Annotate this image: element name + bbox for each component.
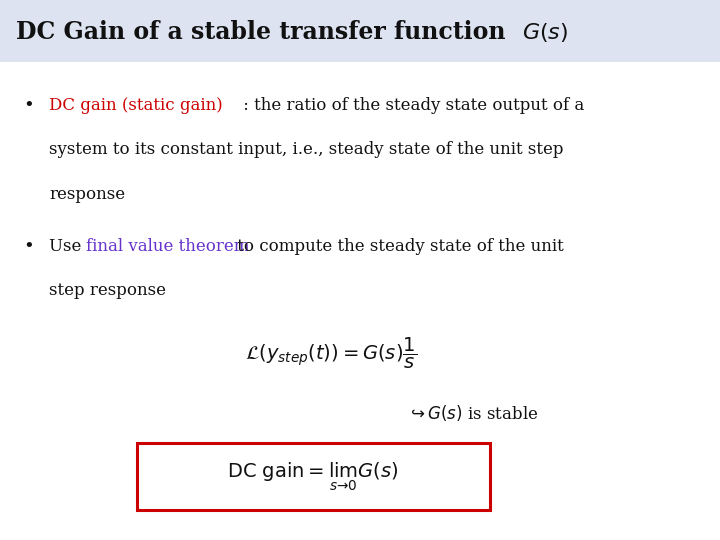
Text: $\mathcal{L}(y_{step}(t)) = G(s)\dfrac{1}{s}$: $\mathcal{L}(y_{step}(t)) = G(s)\dfrac{1… bbox=[245, 336, 417, 371]
Text: •: • bbox=[23, 238, 34, 255]
Text: Use: Use bbox=[49, 238, 86, 254]
FancyBboxPatch shape bbox=[0, 0, 720, 62]
Text: system to its constant input, i.e., steady state of the unit step: system to its constant input, i.e., stea… bbox=[49, 141, 564, 158]
Text: $G(s)$: $G(s)$ bbox=[522, 21, 568, 44]
Text: DC gain (static gain): DC gain (static gain) bbox=[49, 97, 222, 114]
Text: to compute the steady state of the unit: to compute the steady state of the unit bbox=[232, 238, 564, 254]
Text: DC Gain of a stable transfer function: DC Gain of a stable transfer function bbox=[16, 21, 505, 44]
Text: final value theorem: final value theorem bbox=[86, 238, 250, 254]
Text: $\hookrightarrow G(s)$ is stable: $\hookrightarrow G(s)$ is stable bbox=[407, 403, 539, 423]
Text: : the ratio of the steady state output of a: : the ratio of the steady state output o… bbox=[238, 97, 584, 114]
FancyBboxPatch shape bbox=[137, 443, 490, 510]
Text: $\mathrm{DC\ gain} = \lim_{s \to 0} G(s)$: $\mathrm{DC\ gain} = \lim_{s \to 0} G(s)… bbox=[228, 460, 399, 493]
Text: response: response bbox=[49, 186, 125, 202]
Text: •: • bbox=[23, 97, 34, 115]
Text: step response: step response bbox=[49, 282, 166, 299]
